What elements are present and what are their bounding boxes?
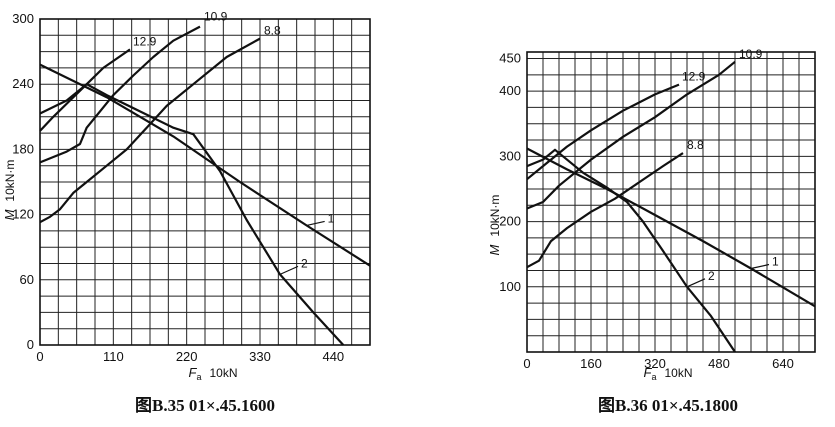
x-axis-subscript: a — [196, 372, 201, 382]
series-1: 1 — [526, 147, 816, 308]
series-10-9: 10.9 — [526, 47, 763, 210]
series-label-leader — [306, 220, 325, 227]
x-tick-label: 160 — [580, 356, 602, 371]
y-axis-unit: 10kN·m — [488, 195, 502, 237]
series-label: 12.9 — [682, 70, 706, 84]
y-tick-label: 200 — [499, 214, 521, 229]
y-tick-label: 300 — [12, 11, 34, 26]
series-label: 10.9 — [739, 47, 763, 61]
series-label: 8.8 — [687, 138, 704, 152]
series-label: 1 — [328, 211, 335, 225]
y-tick-label: 60 — [20, 272, 34, 287]
series-label: 2 — [708, 269, 715, 283]
series-label-leader — [686, 278, 706, 288]
x-tick-label: 320 — [644, 356, 666, 371]
series-label-leader — [750, 263, 770, 270]
series-line — [39, 37, 261, 224]
y-tick-label: 0 — [27, 337, 34, 352]
x-tick-label: 480 — [708, 356, 730, 371]
grid — [526, 52, 816, 353]
y-axis-unit: 10kN·m — [3, 160, 17, 202]
y-axis-symbol: M — [487, 244, 502, 255]
series-8-8: 8.8 — [526, 138, 704, 269]
series-line — [39, 83, 345, 346]
y-tick-label: 240 — [12, 76, 34, 91]
y-tick-label: 120 — [12, 207, 34, 222]
series-label: 10.9 — [204, 10, 228, 24]
x-axis-label: Fa 10kN — [189, 365, 238, 382]
series-10-9: 10.9 — [39, 10, 228, 164]
x-tick-label: 220 — [176, 349, 198, 364]
x-tick-label: 640 — [772, 356, 794, 371]
x-tick-label: 0 — [523, 356, 530, 371]
y-axis-symbol: M — [2, 209, 17, 220]
series-line — [39, 48, 131, 132]
series-label: 8.8 — [264, 24, 281, 38]
grid — [39, 18, 371, 346]
x-tick-label: 110 — [103, 349, 124, 364]
y-tick-label: 180 — [12, 141, 34, 156]
plot-frame — [526, 51, 816, 353]
series-label: 12.9 — [133, 34, 157, 48]
x-axis-label: Fa 10kN — [644, 365, 693, 382]
series-2: 2 — [526, 148, 736, 353]
series-label: 2 — [301, 256, 308, 270]
y-tick-label: 400 — [499, 83, 521, 98]
series-8-8: 8.8 — [39, 24, 281, 224]
series-label: 1 — [772, 255, 779, 269]
series-line — [526, 152, 684, 269]
x-tick-label: 330 — [249, 349, 271, 364]
series-line — [526, 60, 736, 210]
series-label-leader — [279, 265, 299, 275]
y-axis-label: M 10kN·m — [487, 195, 502, 256]
figure-caption: 图B.36 01×.45.1800 — [598, 396, 738, 415]
chart-1: 0 110 220 330 440 0 60 120 180 240 300 Fa 10kN M 10kN·… — [2, 10, 371, 415]
series-line — [526, 148, 736, 353]
x-axis-symbol: F — [189, 365, 198, 380]
series-line — [39, 25, 201, 164]
plot-frame — [39, 18, 371, 346]
series-line — [39, 63, 371, 267]
series-12-9: 12.9 — [526, 70, 706, 181]
series-2: 2 — [39, 83, 345, 346]
x-tick-label: 440 — [322, 349, 344, 364]
x-axis-symbol: F — [644, 365, 653, 380]
figure-caption: 图B.35 01×.45.1600 — [135, 396, 275, 415]
y-axis-label: M 10kN·m — [2, 160, 17, 221]
x-tick-label: 0 — [36, 349, 43, 364]
y-tick-label: 300 — [499, 148, 521, 163]
x-axis-unit: 10kN — [664, 366, 692, 380]
x-axis-subscript: a — [651, 372, 656, 382]
series-1: 1 — [39, 63, 371, 267]
y-tick-label: 100 — [499, 279, 521, 294]
series-line — [526, 83, 680, 181]
chart-2: 0 160 320 480 640 100 200 300 400 450 Fa 10kN M 10kN·… — [487, 47, 816, 415]
y-tick-label: 450 — [499, 51, 521, 66]
x-axis-unit: 10kN — [209, 366, 237, 380]
